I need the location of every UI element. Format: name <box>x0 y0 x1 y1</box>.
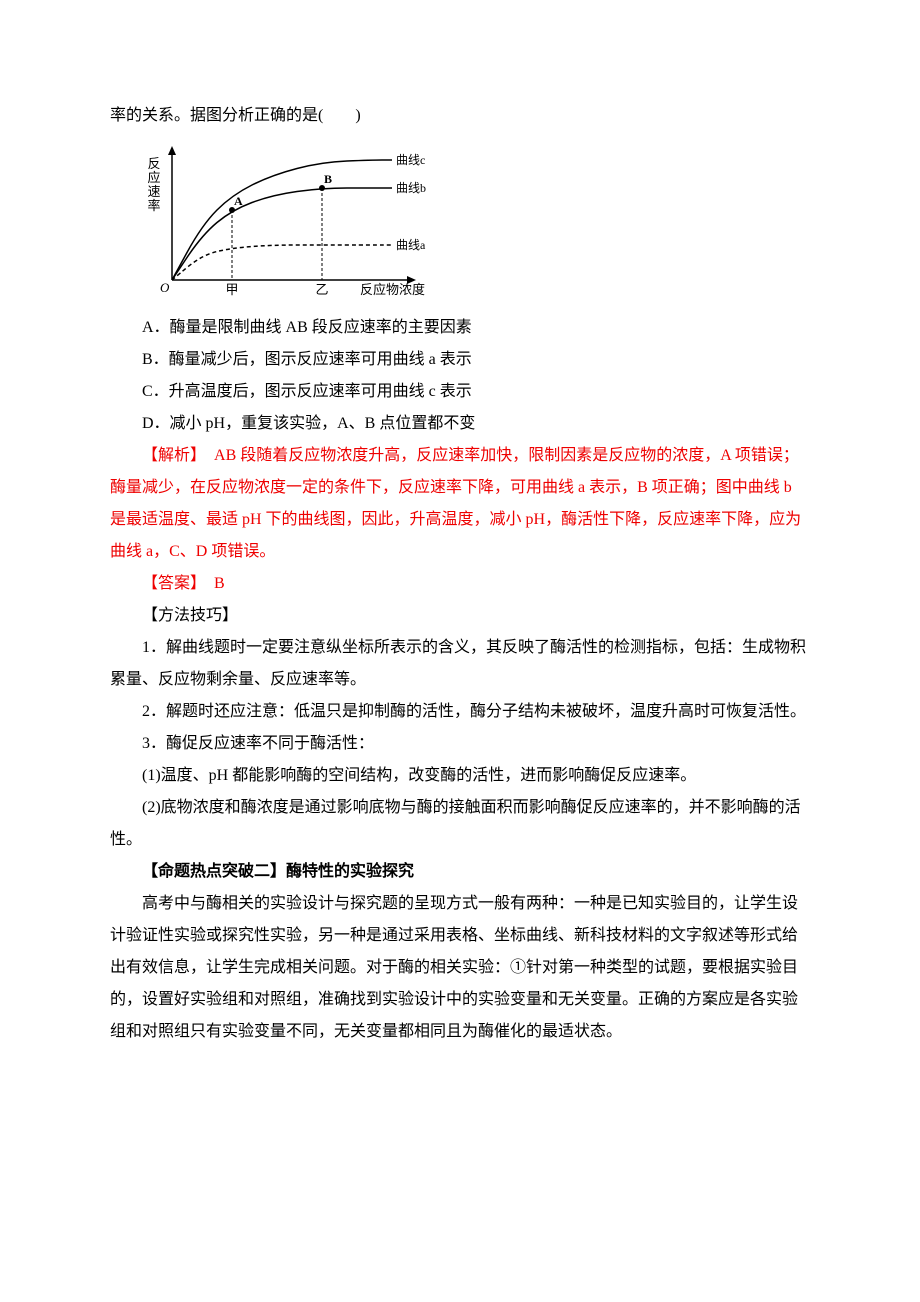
method-label: 【方法技巧】 <box>110 600 810 632</box>
analysis-text: AB 段随着反应物浓度升高，反应速率加快，限制因素是反应物的浓度，A 项错误；酶… <box>110 447 801 560</box>
analysis-label: 【解析】 <box>142 447 198 464</box>
method-item-1: 1．解曲线题时一定要注意纵坐标所表示的含义，其反映了酶活性的检测指标，包括：生成… <box>110 632 810 696</box>
question-intro: 率的关系。据图分析正确的是( ) <box>110 100 810 132</box>
section2-body: 高考中与酶相关的实验设计与探究题的呈现方式一般有两种：一种是已知实验目的，让学生… <box>110 888 810 1048</box>
svg-text:A: A <box>234 194 243 208</box>
method-item-2: 2．解题时还应注意：低温只是抑制酶的活性，酶分子结构未被破坏，温度升高时可恢复活… <box>110 696 810 728</box>
answer-value: B <box>198 575 225 592</box>
svg-text:曲线c: 曲线c <box>396 153 425 167</box>
svg-text:O: O <box>160 280 170 295</box>
svg-text:速: 速 <box>147 184 160 199</box>
svg-text:反应物浓度: 反应物浓度 <box>360 282 425 297</box>
svg-text:甲: 甲 <box>225 282 238 297</box>
svg-text:曲线a: 曲线a <box>396 238 426 252</box>
svg-text:反: 反 <box>147 156 160 171</box>
svg-text:曲线b: 曲线b <box>396 181 426 195</box>
option-b: B．酶量减少后，图示反应速率可用曲线 a 表示 <box>110 344 810 376</box>
method-item-3: 3．酶促反应速率不同于酶活性： <box>110 728 810 760</box>
answer-label: 【答案】 <box>142 575 198 592</box>
reaction-rate-chart: 反应速率 O 曲线c 曲线b 曲线a A B 甲 乙 反应物浓度 <box>142 140 810 300</box>
analysis-block: 【解析】 AB 段随着反应物浓度升高，反应速率加快，限制因素是反应物的浓度，A … <box>110 440 810 568</box>
option-a: A．酶量是限制曲线 AB 段反应速率的主要因素 <box>110 312 810 344</box>
svg-text:B: B <box>324 172 332 186</box>
method-item-3-2: (2)底物浓度和酶浓度是通过影响底物与酶的接触面积而影响酶促反应速率的，并不影响… <box>110 792 810 856</box>
svg-text:率: 率 <box>147 198 160 213</box>
option-c: C．升高温度后，图示反应速率可用曲线 c 表示 <box>110 376 810 408</box>
answer-block: 【答案】 B <box>110 568 810 600</box>
svg-text:应: 应 <box>147 170 160 185</box>
section2-heading: 【命题热点突破二】酶特性的实验探究 <box>110 856 810 888</box>
option-d: D．减小 pH，重复该实验，A、B 点位置都不变 <box>110 408 810 440</box>
method-item-3-1: (1)温度、pH 都能影响酶的空间结构，改变酶的活性，进而影响酶促反应速率。 <box>110 760 810 792</box>
svg-text:乙: 乙 <box>315 282 328 297</box>
